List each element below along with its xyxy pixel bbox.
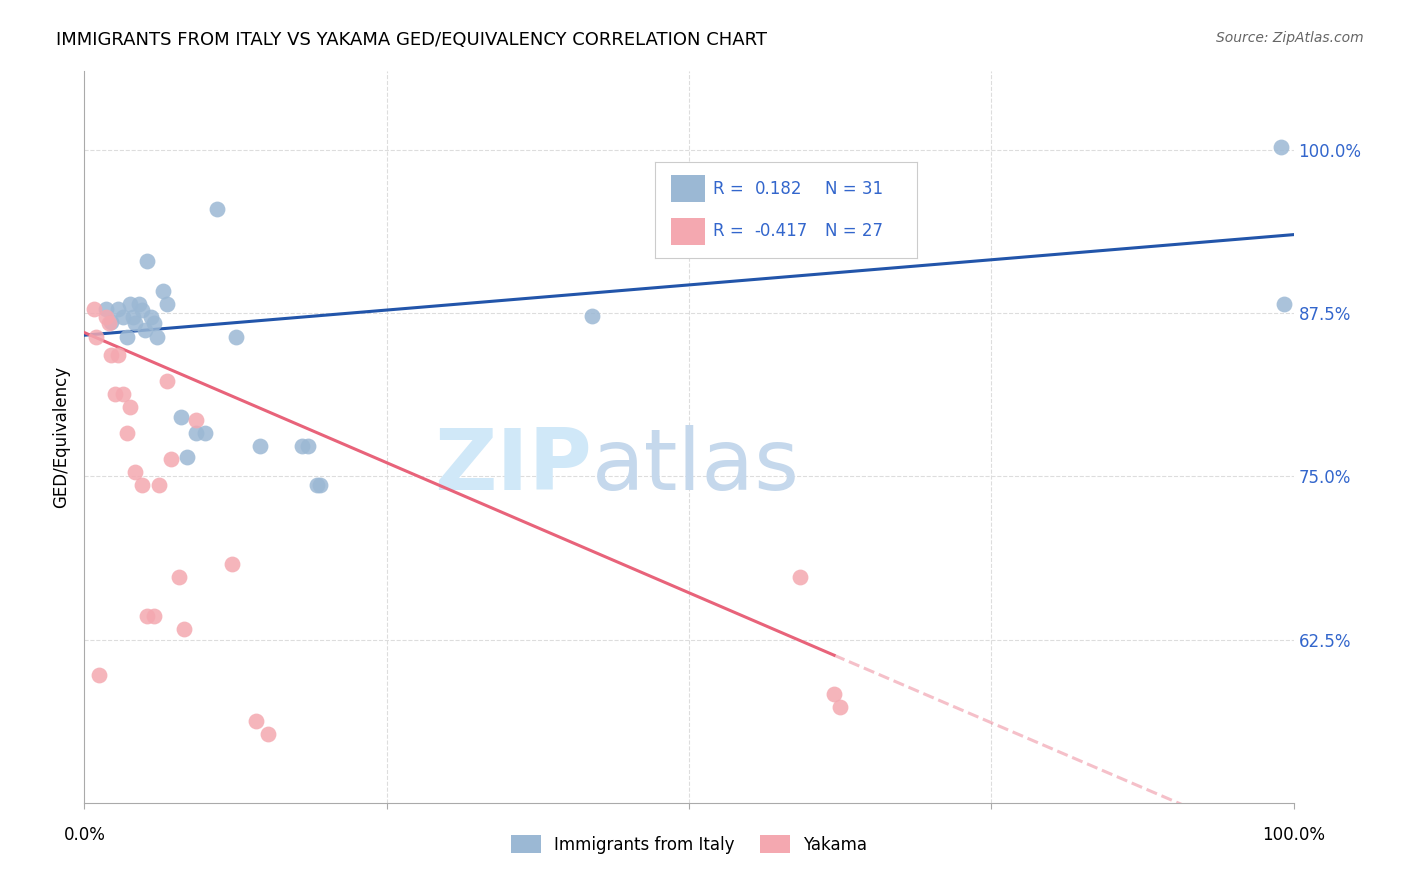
Point bbox=[100, 348, 122, 362]
Point bbox=[139, 310, 162, 324]
Point bbox=[245, 714, 267, 728]
Point bbox=[131, 478, 153, 492]
Text: ZIP: ZIP bbox=[434, 425, 592, 508]
Point bbox=[170, 410, 193, 425]
Point bbox=[152, 284, 174, 298]
Point bbox=[823, 687, 845, 701]
Point bbox=[112, 387, 135, 401]
Point bbox=[291, 439, 314, 453]
Point bbox=[581, 309, 603, 323]
Point bbox=[115, 329, 138, 343]
Point bbox=[155, 297, 177, 311]
Point bbox=[112, 310, 135, 324]
Point bbox=[97, 317, 120, 331]
Point bbox=[128, 297, 150, 311]
Text: Source: ZipAtlas.com: Source: ZipAtlas.com bbox=[1216, 31, 1364, 45]
Point bbox=[86, 329, 108, 343]
Point bbox=[136, 253, 159, 268]
Text: -0.417: -0.417 bbox=[755, 222, 808, 240]
Text: 0.0%: 0.0% bbox=[63, 826, 105, 845]
Point bbox=[143, 317, 166, 331]
Point bbox=[148, 478, 170, 492]
Point bbox=[134, 323, 156, 337]
Point bbox=[167, 570, 190, 584]
Point bbox=[221, 557, 243, 571]
Point bbox=[225, 329, 247, 343]
Text: R =: R = bbox=[713, 222, 744, 240]
Text: IMMIGRANTS FROM ITALY VS YAKAMA GED/EQUIVALENCY CORRELATION CHART: IMMIGRANTS FROM ITALY VS YAKAMA GED/EQUI… bbox=[56, 31, 768, 49]
Point bbox=[120, 400, 142, 414]
Point bbox=[184, 413, 207, 427]
Point bbox=[155, 374, 177, 388]
Point bbox=[94, 301, 117, 317]
FancyBboxPatch shape bbox=[671, 176, 704, 202]
Point bbox=[207, 202, 229, 216]
Point bbox=[124, 466, 146, 480]
Point bbox=[1270, 140, 1292, 154]
Point bbox=[789, 570, 811, 584]
Legend: Immigrants from Italy, Yakama: Immigrants from Italy, Yakama bbox=[505, 829, 873, 860]
Point bbox=[173, 622, 195, 636]
Point bbox=[309, 478, 332, 492]
Point bbox=[120, 297, 142, 311]
Point bbox=[107, 301, 129, 317]
Point bbox=[104, 387, 127, 401]
Text: N = 31: N = 31 bbox=[825, 180, 883, 198]
Point bbox=[94, 310, 117, 324]
Point bbox=[100, 315, 122, 329]
Point bbox=[176, 450, 198, 464]
Point bbox=[107, 348, 129, 362]
Text: 100.0%: 100.0% bbox=[1263, 826, 1324, 845]
Text: 0.182: 0.182 bbox=[755, 180, 801, 198]
Point bbox=[249, 439, 271, 453]
Y-axis label: GED/Equivalency: GED/Equivalency bbox=[52, 366, 70, 508]
Point bbox=[87, 668, 110, 682]
Point bbox=[146, 329, 169, 343]
Point bbox=[297, 439, 319, 453]
Point bbox=[194, 426, 217, 441]
Point bbox=[131, 303, 153, 318]
Point bbox=[124, 317, 146, 331]
Point bbox=[830, 700, 852, 714]
Point bbox=[160, 452, 183, 467]
Text: atlas: atlas bbox=[592, 425, 800, 508]
Point bbox=[305, 478, 328, 492]
Point bbox=[83, 301, 105, 317]
Text: R =: R = bbox=[713, 180, 744, 198]
Point bbox=[143, 609, 166, 624]
Point bbox=[115, 426, 138, 441]
Point bbox=[257, 726, 280, 740]
Text: N = 27: N = 27 bbox=[825, 222, 883, 240]
FancyBboxPatch shape bbox=[671, 218, 704, 244]
Point bbox=[121, 310, 143, 324]
Point bbox=[136, 609, 159, 624]
Point bbox=[1272, 297, 1295, 311]
Point bbox=[184, 426, 207, 441]
